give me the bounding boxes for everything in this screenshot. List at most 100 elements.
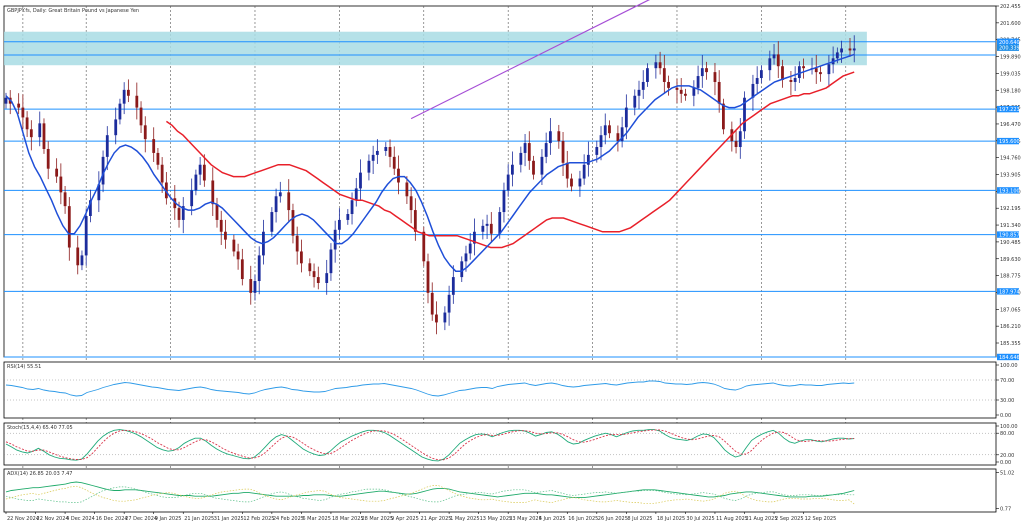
- candle-body[interactable]: [793, 78, 797, 82]
- candle-body[interactable]: [295, 235, 299, 252]
- candle-body[interactable]: [312, 271, 316, 278]
- candle-body[interactable]: [232, 239, 236, 252]
- candle-body[interactable]: [557, 131, 561, 142]
- candle-body[interactable]: [38, 123, 42, 138]
- candle-body[interactable]: [620, 127, 624, 142]
- candle-body[interactable]: [451, 277, 455, 295]
- candle-body[interactable]: [17, 103, 21, 108]
- candle-body[interactable]: [287, 192, 291, 211]
- candle-body[interactable]: [544, 143, 548, 157]
- rsi-panel[interactable]: RSI(14) 55.51 100.00 70.00 30.00 0.00: [3, 361, 1018, 419]
- candle-body[interactable]: [346, 214, 350, 220]
- candle-body[interactable]: [548, 131, 552, 144]
- candle-body[interactable]: [224, 231, 227, 240]
- candle-body[interactable]: [776, 54, 780, 67]
- candle-body[interactable]: [21, 107, 25, 118]
- candle-body[interactable]: [413, 210, 417, 232]
- candle-body[interactable]: [308, 263, 312, 272]
- candle-body[interactable]: [700, 68, 704, 77]
- candle-body[interactable]: [422, 231, 426, 262]
- candle-body[interactable]: [616, 133, 620, 142]
- candle-body[interactable]: [781, 66, 784, 81]
- candle-body[interactable]: [443, 312, 447, 323]
- candle-body[interactable]: [375, 150, 379, 155]
- candle-body[interactable]: [506, 174, 510, 191]
- candle-body[interactable]: [819, 72, 822, 75]
- candle-body[interactable]: [738, 131, 742, 148]
- candle-body[interactable]: [848, 48, 852, 51]
- candle-body[interactable]: [768, 58, 772, 71]
- main-price-panel[interactable]: 202.455201.600200.745199.890199.035198.1…: [3, 0, 1021, 512]
- candle-body[interactable]: [101, 156, 105, 185]
- candle-body[interactable]: [202, 164, 206, 181]
- candle-body[interactable]: [371, 154, 375, 161]
- candle-body[interactable]: [240, 259, 244, 280]
- candle-body[interactable]: [595, 147, 599, 155]
- candle-body[interactable]: [743, 97, 746, 132]
- candle-body[interactable]: [435, 314, 438, 323]
- candle-body[interactable]: [55, 168, 59, 177]
- candle-body[interactable]: [759, 70, 763, 79]
- candle-body[interactable]: [654, 62, 658, 69]
- candle-body[interactable]: [67, 206, 71, 248]
- candle-body[interactable]: [835, 52, 839, 59]
- candle-body[interactable]: [219, 219, 223, 232]
- candle-body[interactable]: [270, 212, 274, 232]
- candle-body[interactable]: [337, 219, 341, 230]
- candle-body[interactable]: [540, 156, 544, 175]
- candle-body[interactable]: [114, 119, 118, 136]
- candle-body[interactable]: [603, 125, 607, 136]
- candle-body[interactable]: [426, 261, 430, 293]
- candle-body[interactable]: [300, 251, 303, 264]
- candle-body[interactable]: [464, 253, 468, 262]
- candle-body[interactable]: [76, 247, 80, 266]
- candle-body[interactable]: [502, 190, 506, 213]
- candle-body[interactable]: [751, 83, 755, 98]
- candle-body[interactable]: [249, 279, 253, 293]
- candle-body[interactable]: [658, 62, 662, 69]
- candle-body[interactable]: [586, 154, 590, 165]
- candle-body[interactable]: [662, 68, 666, 82]
- candle-body[interactable]: [755, 78, 759, 84]
- candle-body[interactable]: [329, 249, 333, 274]
- candle-body[interactable]: [814, 68, 818, 73]
- candle-body[interactable]: [257, 255, 261, 282]
- candle-body[interactable]: [236, 251, 240, 260]
- candle-body[interactable]: [215, 204, 219, 220]
- candle-body[interactable]: [578, 178, 582, 187]
- candle-body[interactable]: [667, 81, 670, 88]
- candle-body[interactable]: [384, 147, 388, 151]
- candle-body[interactable]: [152, 139, 156, 153]
- candle-body[interactable]: [126, 89, 130, 96]
- candle-body[interactable]: [63, 192, 67, 207]
- candle-body[interactable]: [333, 229, 337, 250]
- candle-body[interactable]: [532, 160, 535, 175]
- candle-body[interactable]: [89, 200, 92, 216]
- candle-body[interactable]: [460, 261, 464, 278]
- candle-body[interactable]: [409, 196, 413, 211]
- candle-body[interactable]: [713, 72, 717, 82]
- candle-body[interactable]: [599, 135, 603, 148]
- candle-body[interactable]: [84, 215, 88, 256]
- candle-body[interactable]: [772, 54, 776, 59]
- candle-body[interactable]: [46, 148, 50, 169]
- candle-body[interactable]: [570, 178, 573, 187]
- candle-body[interactable]: [118, 103, 122, 120]
- candle-body[interactable]: [646, 68, 649, 82]
- candle-body[interactable]: [802, 66, 805, 69]
- candle-body[interactable]: [692, 87, 696, 96]
- candle-body[interactable]: [253, 281, 257, 293]
- candle-body[interactable]: [684, 93, 687, 96]
- candle-body[interactable]: [705, 68, 708, 73]
- candle-body[interactable]: [797, 66, 801, 79]
- candle-body[interactable]: [80, 255, 84, 266]
- candle-body[interactable]: [789, 80, 793, 82]
- candle-body[interactable]: [156, 152, 160, 165]
- candle-body[interactable]: [473, 231, 476, 244]
- candle-body[interactable]: [405, 182, 409, 197]
- candle-body[interactable]: [485, 223, 489, 226]
- candle-body[interactable]: [367, 160, 371, 173]
- candle-body[interactable]: [430, 292, 434, 315]
- candle-body[interactable]: [489, 223, 493, 234]
